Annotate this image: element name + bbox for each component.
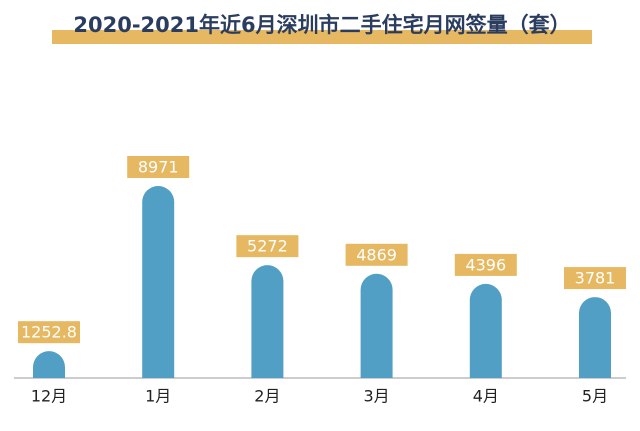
x-tick-label: 3月	[364, 387, 390, 406]
value-label: 1252.8	[21, 323, 77, 342]
value-label-box	[345, 243, 408, 266]
value-label: 4396	[465, 255, 506, 274]
x-tick-label: 1月	[145, 387, 171, 406]
bar	[469, 283, 502, 378]
value-label-box	[564, 267, 626, 290]
bar	[360, 273, 393, 378]
bar	[33, 351, 65, 378]
value-label-box	[127, 156, 190, 178]
value-label: 4869	[356, 245, 397, 264]
value-label-box	[18, 321, 80, 344]
bar	[251, 265, 284, 378]
value-label: 3781	[575, 269, 616, 288]
x-tick-label: 4月	[473, 387, 499, 406]
value-label: 8971	[138, 158, 179, 177]
bar	[579, 297, 611, 378]
value-label-box	[454, 253, 517, 276]
value-label: 5272	[247, 237, 288, 256]
x-tick-label: 5月	[582, 387, 608, 406]
value-label-box	[236, 235, 299, 258]
x-tick-label: 2月	[254, 387, 280, 406]
x-tick-label: 12月	[31, 387, 67, 406]
chart-title: 2020-2021年近6月深圳市二手住宅月网签量（套）	[73, 13, 570, 37]
bar	[142, 186, 175, 378]
title-highlight	[52, 30, 592, 44]
